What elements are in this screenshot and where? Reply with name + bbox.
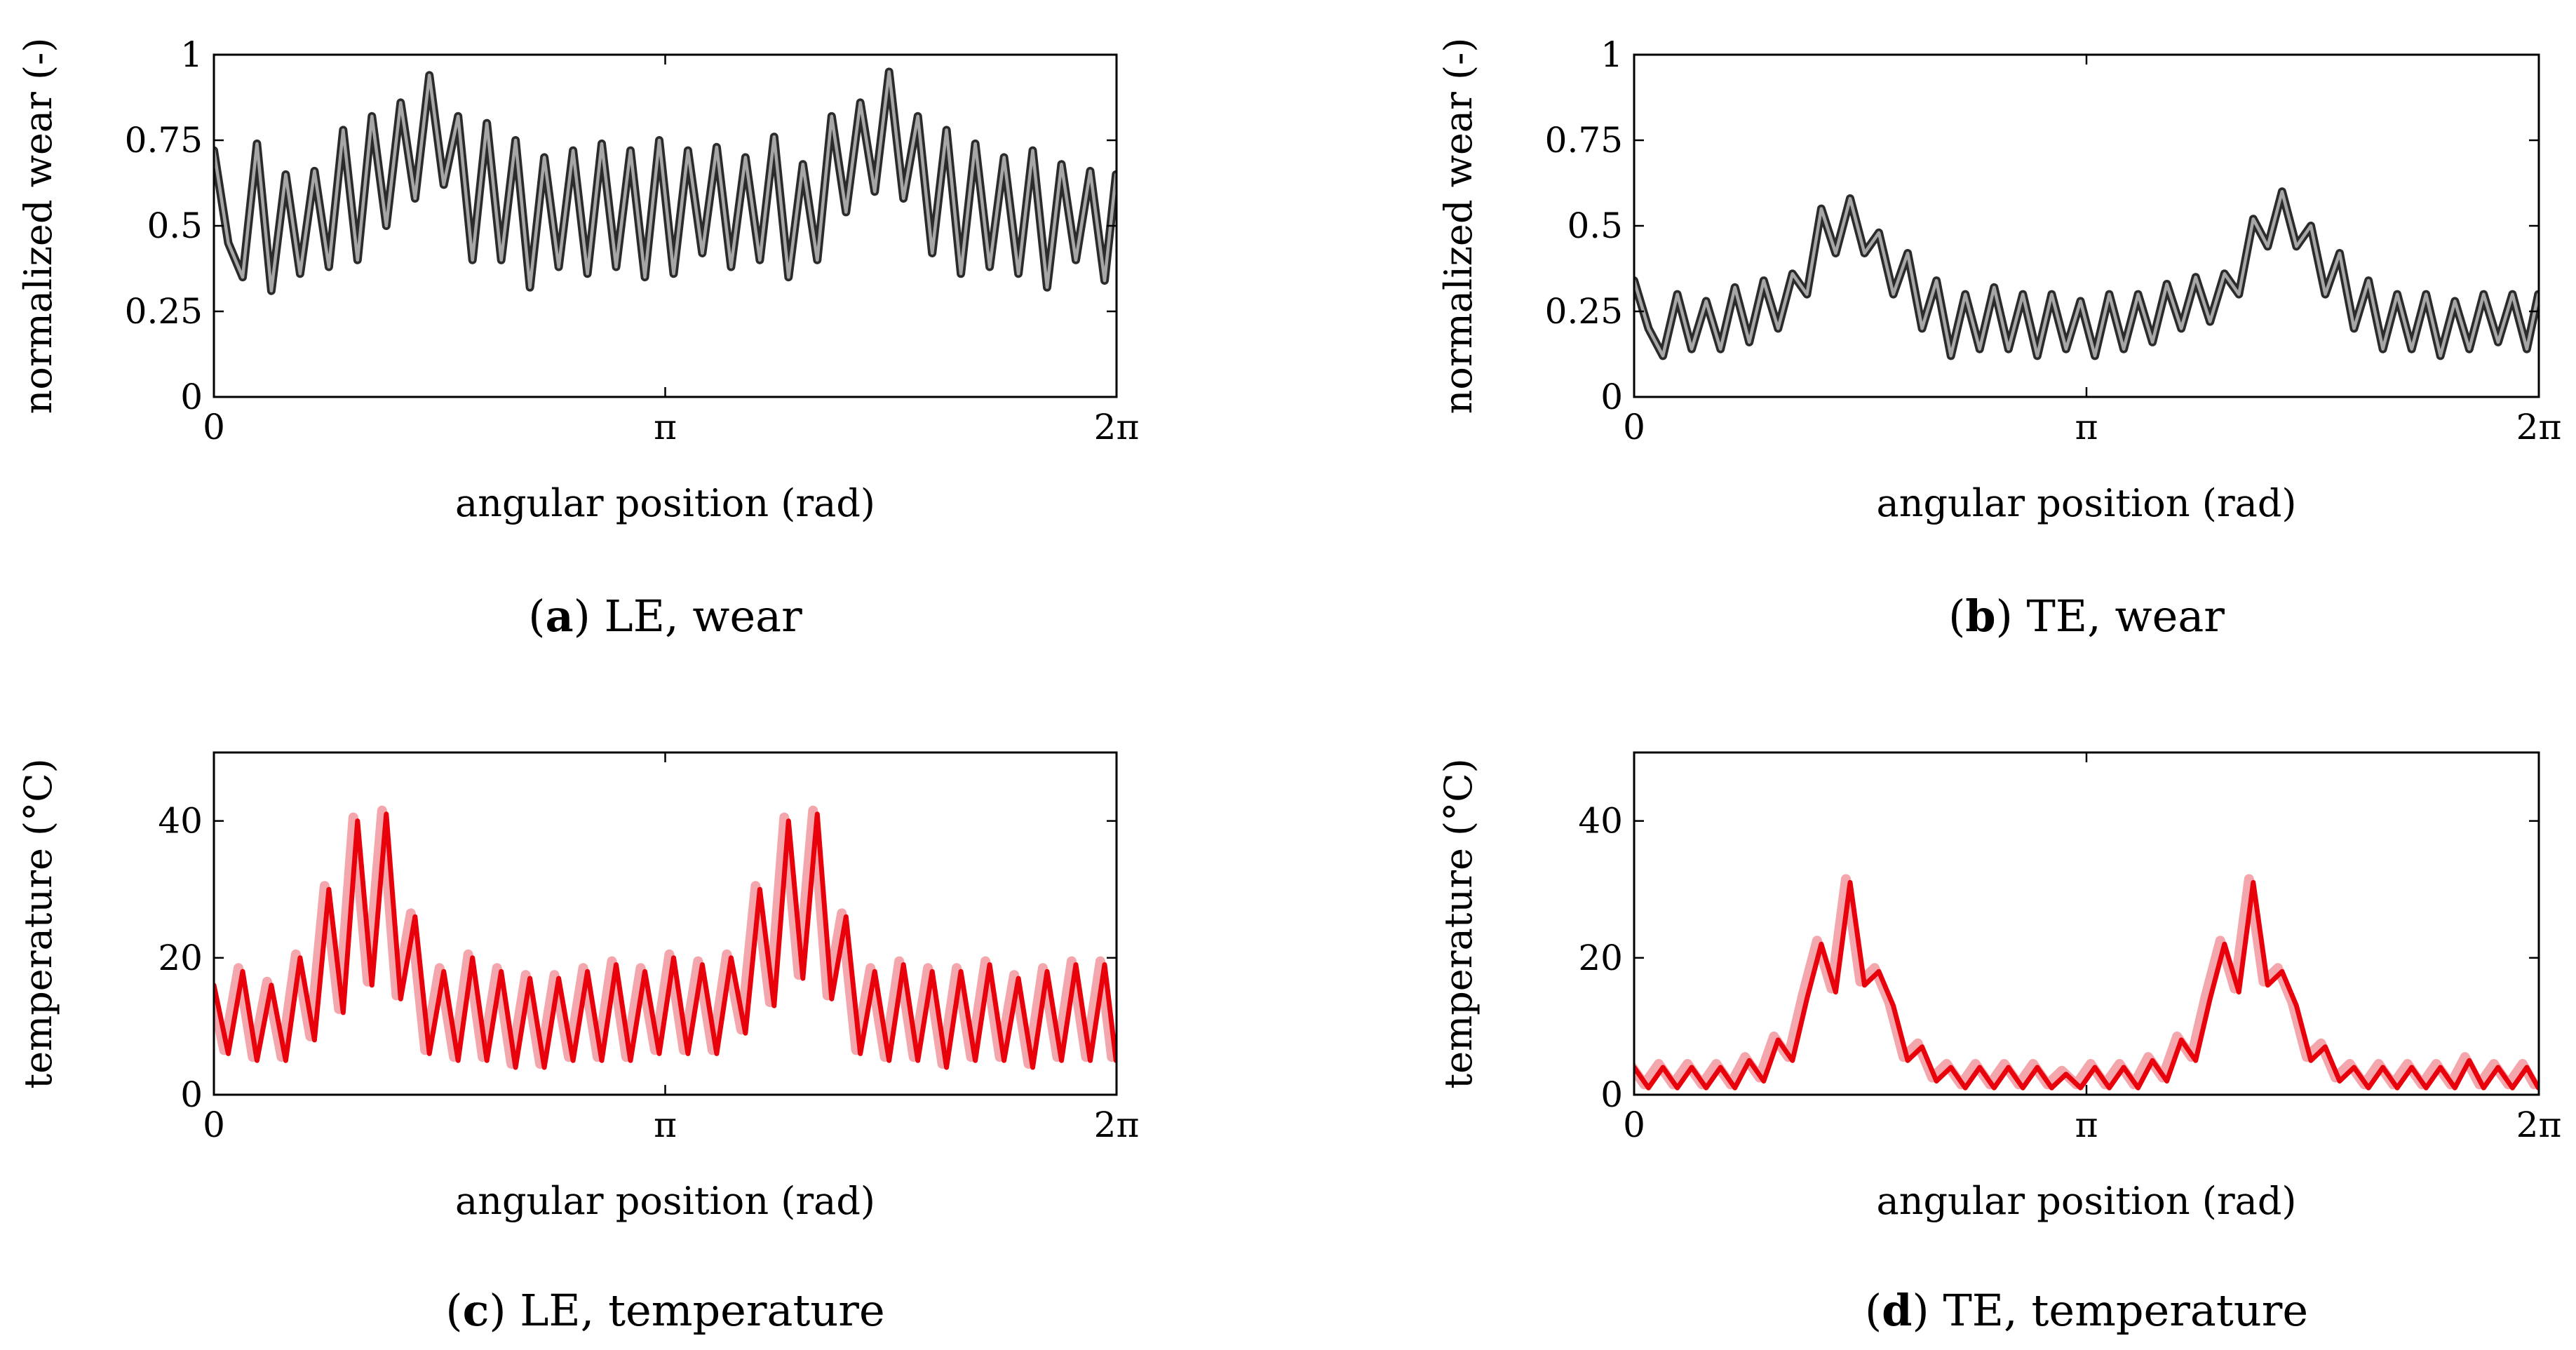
caption: (d) TE, temperature bbox=[1865, 1285, 2308, 1336]
chart-panel-d: 0 20 40 0 π 2π angular position (rad) temperatu… bbox=[1436, 751, 2562, 1336]
caption-text: TE, temperature bbox=[1943, 1285, 2308, 1336]
y-tick-label: 1 bbox=[1600, 34, 1623, 75]
y-tick-label: 0.25 bbox=[125, 291, 203, 332]
caption-text: LE, wear bbox=[605, 590, 803, 642]
series-line bbox=[214, 811, 1117, 1070]
x-axis-label: angular position (rad) bbox=[455, 1179, 875, 1223]
chart-panel-c: 0 20 40 0 π 2π angular position (rad) temperatu… bbox=[16, 751, 1140, 1336]
x-tick-label: 2π bbox=[1094, 1105, 1140, 1145]
caption-paren-close: ) bbox=[489, 1285, 520, 1336]
caption: (a) LE, wear bbox=[528, 590, 802, 642]
series-group bbox=[214, 67, 1117, 295]
caption-paren-open: ( bbox=[1948, 590, 1965, 642]
caption-paren-open: ( bbox=[1865, 1285, 1882, 1336]
caption-paren-open: ( bbox=[528, 590, 545, 642]
x-axis-label: angular position (rad) bbox=[1877, 1179, 2297, 1223]
caption-paren-close: ) bbox=[1913, 1285, 1943, 1336]
y-axis-label: normalized wear (-) bbox=[1436, 38, 1481, 414]
caption-text: TE, wear bbox=[2027, 590, 2225, 642]
y-tick-label: 0.75 bbox=[1545, 120, 1623, 161]
y-axis-label: normalized wear (-) bbox=[16, 38, 60, 414]
x-tick-label: 0 bbox=[203, 407, 225, 447]
y-tick-label: 0 bbox=[1600, 377, 1623, 417]
y-tick-label: 0.5 bbox=[1567, 205, 1623, 246]
x-tick-label: π bbox=[654, 407, 677, 447]
series-group bbox=[214, 805, 1117, 1070]
caption: (c) LE, temperature bbox=[445, 1285, 884, 1336]
x-tick-label: π bbox=[2075, 407, 2098, 447]
y-axis-label: temperature (°C) bbox=[16, 758, 60, 1088]
y-tick-label: 0.25 bbox=[1545, 291, 1623, 332]
y-axis-label: temperature (°C) bbox=[1436, 758, 1481, 1088]
caption: (b) TE, wear bbox=[1948, 590, 2225, 642]
chart-panel-a: 0 0.25 0.5 0.75 1 0 π 2π angular position (rad) n… bbox=[16, 34, 1139, 642]
y-tick-label: 1 bbox=[180, 34, 203, 75]
caption-tag: d bbox=[1882, 1285, 1912, 1336]
series-line bbox=[214, 70, 1117, 292]
caption-tag: a bbox=[545, 590, 573, 642]
x-tick-label: 2π bbox=[1094, 407, 1140, 447]
x-axis-label: angular position (rad) bbox=[1877, 481, 2297, 525]
y-tick-label: 0.5 bbox=[147, 205, 203, 246]
plot-frame bbox=[1633, 53, 2540, 398]
series-group bbox=[1634, 187, 2539, 360]
chart-panel-b: 0 0.25 0.5 0.75 1 0 π 2π angular position (rad) n… bbox=[1436, 34, 2561, 642]
y-tick-label: 0 bbox=[180, 377, 203, 417]
series-group bbox=[1634, 874, 2539, 1091]
caption-paren-close: ) bbox=[574, 590, 605, 642]
x-tick-label: 2π bbox=[2516, 1105, 2562, 1145]
caption-paren-open: ( bbox=[445, 1285, 462, 1336]
x-tick-label: 0 bbox=[1623, 407, 1645, 447]
y-tick-label: 20 bbox=[1578, 938, 1623, 978]
series-line-shade bbox=[1634, 874, 2539, 1090]
x-tick-label: π bbox=[2075, 1105, 2098, 1145]
caption-tag: c bbox=[463, 1285, 490, 1336]
y-tick-label: 0.75 bbox=[125, 120, 203, 161]
x-axis-label: angular position (rad) bbox=[455, 481, 875, 525]
caption-paren-close: ) bbox=[1996, 590, 2027, 642]
caption-tag: b bbox=[1965, 590, 1995, 642]
x-tick-label: π bbox=[654, 1105, 677, 1145]
series-line bbox=[1634, 189, 2539, 358]
x-tick-label: 0 bbox=[203, 1105, 225, 1145]
y-tick-label: 40 bbox=[1578, 801, 1623, 842]
y-tick-label: 0 bbox=[180, 1074, 203, 1115]
x-tick-label: 2π bbox=[2516, 407, 2562, 447]
y-tick-label: 0 bbox=[1600, 1074, 1623, 1115]
series-line-shade bbox=[214, 805, 1117, 1069]
caption-text: LE, temperature bbox=[520, 1285, 884, 1336]
series-line bbox=[1634, 879, 2539, 1091]
series-line-outline bbox=[1634, 187, 2539, 360]
y-tick-label: 40 bbox=[158, 801, 203, 842]
y-tick-label: 20 bbox=[158, 938, 203, 978]
x-tick-label: 0 bbox=[1623, 1105, 1645, 1145]
